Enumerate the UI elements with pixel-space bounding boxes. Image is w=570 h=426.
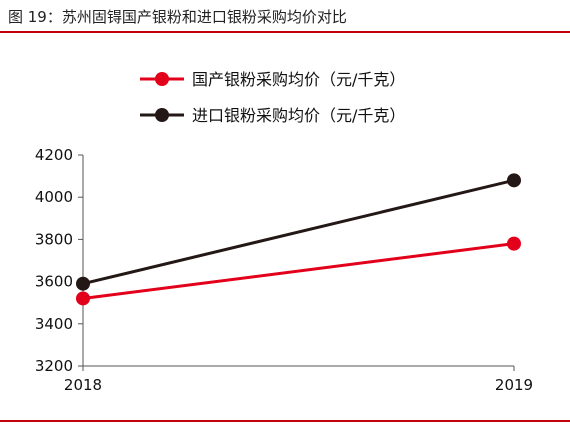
legend-label: 国产银粉采购均价（元/千克） (192, 70, 405, 89)
x-tick-label: 2018 (64, 376, 102, 394)
legend-swatch-marker (155, 108, 169, 122)
title-rule (0, 31, 570, 33)
data-point (507, 173, 521, 188)
figure-title: 图 19：苏州固锝国产银粉和进口银粉采购均价对比 (8, 8, 347, 26)
axes: 3200 3400 3600 3800 4000 4200 2018 2019 (35, 146, 533, 394)
data-point (507, 236, 521, 251)
legend: 国产银粉采购均价（元/千克） 进口银粉采购均价（元/千克） (140, 70, 405, 125)
y-tick-label: 3200 (35, 357, 73, 375)
series-line-1 (82, 242, 515, 300)
series-group (76, 173, 521, 306)
y-tick-label: 3800 (35, 230, 73, 248)
y-tick-label: 3400 (35, 315, 73, 333)
y-tick-label: 3600 (35, 273, 73, 291)
data-point (76, 276, 90, 291)
y-tick-label: 4200 (35, 146, 73, 164)
bottom-rule (0, 420, 570, 422)
legend-swatch-marker (155, 72, 169, 86)
series-line-2 (82, 178, 515, 286)
y-tick-label: 4000 (35, 188, 73, 206)
x-tick-label: 2019 (495, 376, 533, 394)
legend-label: 进口银粉采购均价（元/千克） (192, 106, 405, 125)
data-point (76, 291, 90, 306)
